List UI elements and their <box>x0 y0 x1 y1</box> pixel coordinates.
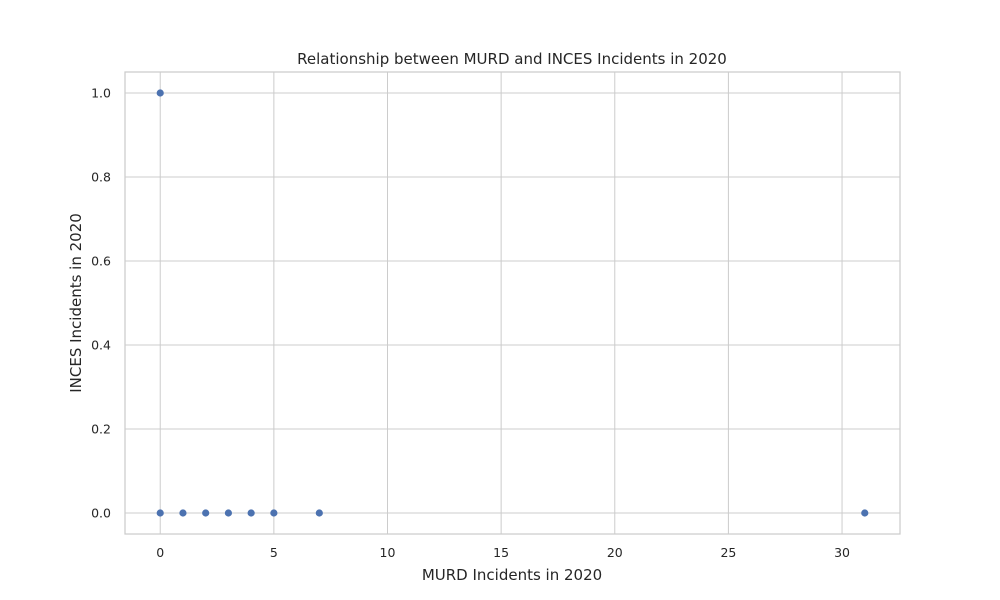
x-tick-label: 20 <box>607 545 623 560</box>
y-tick-label: 0.8 <box>91 170 111 185</box>
plot-frame <box>124 71 901 535</box>
data-point <box>202 509 210 517</box>
x-tick-label: 30 <box>834 545 850 560</box>
y-tick-label: 0.0 <box>91 506 111 521</box>
x-tick-label: 10 <box>380 545 396 560</box>
x-tick-label: 5 <box>270 545 278 560</box>
x-tick-labels: 0 5 10 15 20 25 30 <box>156 545 850 560</box>
data-point <box>156 509 164 517</box>
data-point <box>315 509 323 517</box>
y-tick-labels: 0.0 0.2 0.4 0.6 0.8 1.0 <box>91 86 111 521</box>
data-point <box>156 89 164 97</box>
x-tick-label: 25 <box>720 545 736 560</box>
grid <box>125 72 900 534</box>
x-axis-label: MURD Incidents in 2020 <box>422 566 602 584</box>
x-tick-label: 0 <box>156 545 164 560</box>
y-tick-label: 0.4 <box>91 338 111 353</box>
data-points <box>156 89 869 517</box>
chart-title: Relationship between MURD and INCES Inci… <box>297 50 727 68</box>
y-axis-label: INCES Incidents in 2020 <box>67 213 85 393</box>
data-point <box>179 509 187 517</box>
data-point <box>247 509 255 517</box>
y-tick-label: 0.2 <box>91 422 111 437</box>
data-point <box>270 509 278 517</box>
data-point <box>861 509 869 517</box>
x-tick-label: 15 <box>493 545 509 560</box>
y-tick-label: 0.6 <box>91 254 111 269</box>
data-point <box>224 509 233 517</box>
y-tick-label: 1.0 <box>91 86 111 101</box>
